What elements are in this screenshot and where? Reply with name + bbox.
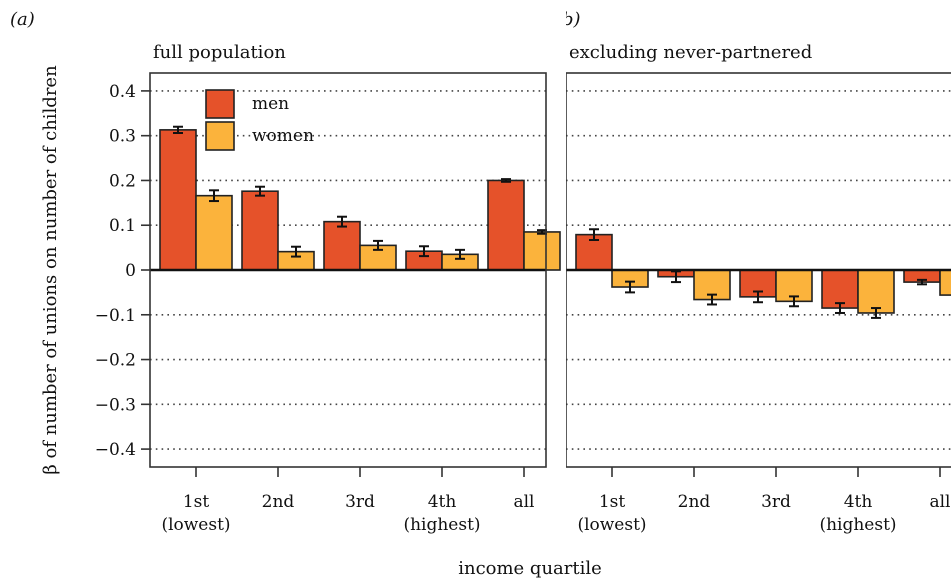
bar-women xyxy=(195,194,233,271)
legend-label-women: women xyxy=(252,126,314,146)
legend: men women xyxy=(205,89,314,151)
bar-women xyxy=(523,231,561,271)
x-tick-label: 3rd xyxy=(761,492,791,512)
panel-title: excluding never-partnered xyxy=(569,42,812,63)
x-axis-label: income quartile xyxy=(458,558,602,579)
bar-women xyxy=(857,269,895,314)
x-tick-label: 4th xyxy=(428,492,457,512)
panel-letter: (a) xyxy=(10,9,35,30)
legend-swatch-women xyxy=(205,121,235,151)
panel-letter: (b) xyxy=(555,9,581,30)
panel-title: full population xyxy=(153,42,286,63)
bar-women xyxy=(939,269,951,296)
x-tick-label-secondary: (highest) xyxy=(403,515,480,535)
legend-swatch-men xyxy=(205,89,235,119)
y-tick-label: 0.3 xyxy=(109,127,136,147)
plot-frame xyxy=(566,72,951,468)
bar-women xyxy=(359,244,397,271)
y-tick-label: −0.3 xyxy=(95,395,136,415)
y-tick-label: 0.2 xyxy=(109,171,136,191)
x-tick-label-secondary: (lowest) xyxy=(577,515,646,535)
bar-men xyxy=(323,220,361,271)
x-tick-label: 1st xyxy=(183,492,210,512)
x-tick-label: 3rd xyxy=(345,492,375,512)
legend-label-men: men xyxy=(252,94,289,114)
y-axis-label: β of number of unions on number of child… xyxy=(40,65,61,475)
panel-b: (b) excluding never-partnered 1st (lowest) 2… xyxy=(555,9,951,535)
x-tick-label: all xyxy=(929,492,950,512)
x-tick-label: 2nd xyxy=(678,492,711,512)
x-tick-label: 4th xyxy=(844,492,873,512)
bar-men xyxy=(241,190,279,271)
y-tick-label: −0.2 xyxy=(95,351,136,371)
x-tick-label: all xyxy=(513,492,534,512)
bar-men xyxy=(487,179,525,271)
y-tick-label: 0.4 xyxy=(109,82,136,102)
y-tick-label: −0.1 xyxy=(95,306,136,326)
y-tick-label: −0.4 xyxy=(95,440,136,460)
y-tick-label: 0.1 xyxy=(109,216,136,236)
y-tick-label: 0 xyxy=(125,261,136,281)
bar-men xyxy=(159,129,197,271)
x-tick-label: 1st xyxy=(599,492,626,512)
x-tick-label-secondary: (highest) xyxy=(819,515,896,535)
panel-a: (a) full population 1st (lowest) 2nd 3rd 4th (h… xyxy=(10,9,561,535)
x-tick-label-secondary: (lowest) xyxy=(161,515,230,535)
x-tick-label: 2nd xyxy=(262,492,295,512)
